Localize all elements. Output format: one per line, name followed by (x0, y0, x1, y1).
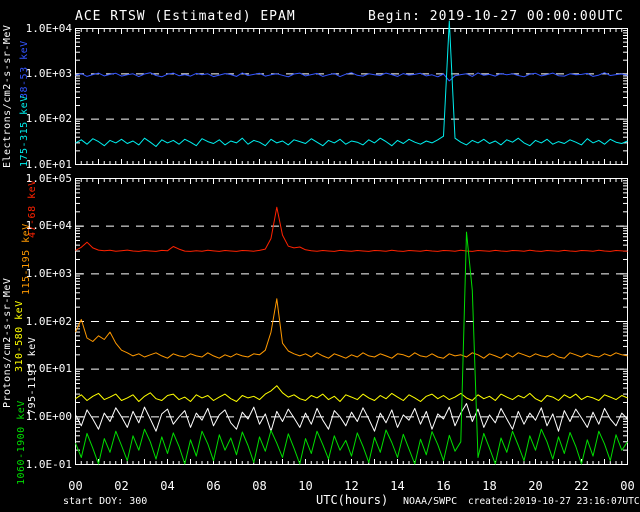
x-axis-title: UTC(hours) (316, 493, 389, 507)
series-label-protons-1060-1900kev: 1060-1900 keV (16, 400, 27, 486)
x-tick-label: 08 (252, 479, 267, 493)
y-tick-label: 1.0E-01 (25, 457, 72, 471)
y-tick-label: 1.0E+01 (25, 157, 72, 171)
plot-title: ACE RTSW (Estimated) EPAM (75, 9, 296, 24)
proton-flux-panel (75, 178, 628, 465)
y-tick-label: 1.0E+05 (25, 171, 72, 185)
created-timestamp: created:2019-10-27 23:16:07UTC (468, 496, 640, 507)
y-tick-label: 1.0E+03 (25, 266, 72, 280)
x-tick-label: 20 (528, 479, 543, 493)
begin-timestamp: Begin: 2019-10-27 00:00:00UTC (368, 9, 624, 24)
x-tick-label: 00 (620, 479, 635, 493)
x-tick-label: 12 (344, 479, 359, 493)
x-tick-label: 18 (482, 479, 497, 493)
x-tick-label: 10 (298, 479, 313, 493)
y-tick-label: 1.0E+04 (25, 219, 72, 233)
x-tick-label: 22 (574, 479, 589, 493)
y-tick-label: 1.0E+00 (25, 409, 72, 423)
y-tick-label: 1.0E+03 (25, 66, 72, 80)
electron-flux-panel (75, 20, 628, 165)
agency-label: NOAA/SWPC (403, 496, 458, 507)
x-tick-label: 16 (436, 479, 451, 493)
start-doy-label: start DOY: 300 (63, 496, 148, 507)
x-tick-label: 06 (206, 479, 221, 493)
y-tick-label: 1.0E+02 (25, 314, 72, 328)
x-tick-label: 14 (390, 479, 405, 493)
y-tick-label: 1.0E+04 (25, 21, 72, 35)
x-tick-label: 04 (160, 479, 175, 493)
x-tick-label: 00 (68, 479, 83, 493)
electrons-axis-label: Electrons/cm2-s-sr-MeV (2, 24, 13, 168)
y-tick-label: 1.0E+02 (25, 112, 72, 126)
y-tick-label: 1.0E+01 (25, 362, 72, 376)
x-tick-label: 02 (114, 479, 129, 493)
